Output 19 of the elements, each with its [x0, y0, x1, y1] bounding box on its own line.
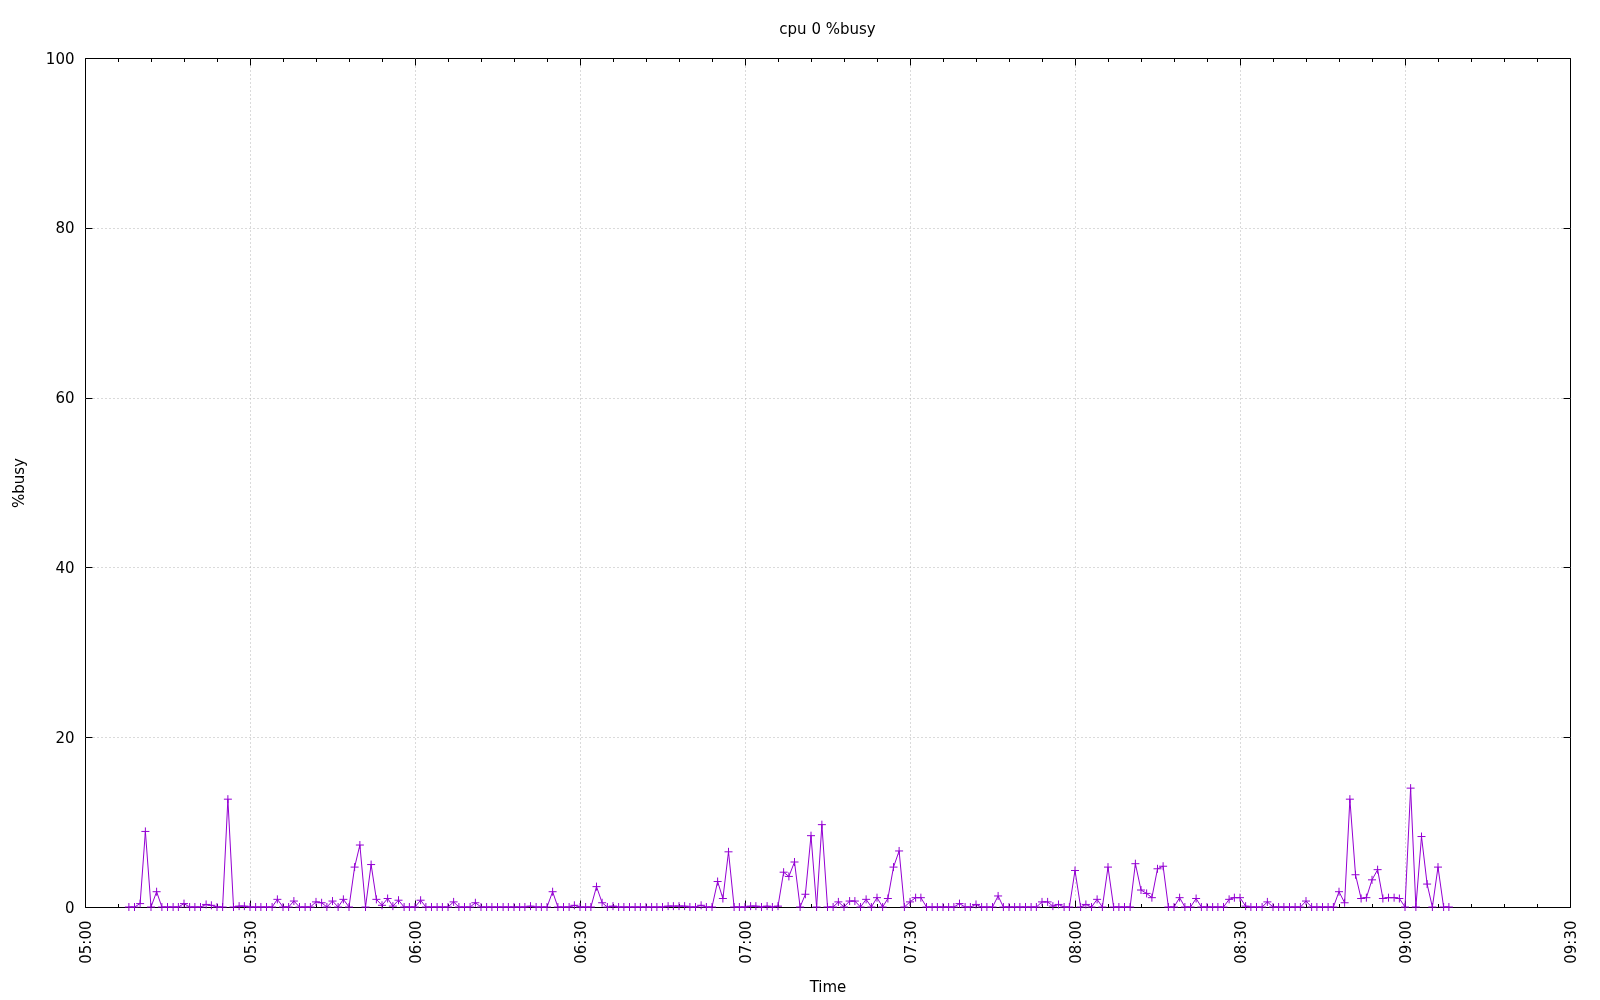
x-tick-label: 06:30: [571, 920, 590, 964]
y-tick-label: 0: [64, 898, 75, 917]
x-tick-label: 09:00: [1396, 920, 1415, 964]
y-tick-label: 20: [55, 728, 75, 747]
y-tick-label: 60: [55, 389, 75, 408]
y-axis-title: %busy: [9, 457, 28, 508]
x-axis-title: Time: [808, 977, 847, 996]
x-tick-label: 05:00: [76, 920, 95, 964]
chart-title: cpu 0 %busy: [779, 20, 876, 38]
x-tick-label: 06:00: [406, 920, 425, 964]
x-tick-label: 09:30: [1561, 920, 1580, 964]
y-tick-label: 80: [55, 219, 75, 238]
y-tick-label: 100: [45, 49, 75, 68]
x-tick-label: 08:00: [1066, 920, 1085, 964]
y-tick-label: 40: [55, 558, 75, 577]
x-tick-label: 08:30: [1231, 920, 1250, 964]
x-tick-label: 05:30: [241, 920, 260, 964]
x-tick-label: 07:00: [736, 920, 755, 964]
x-tick-label: 07:30: [901, 920, 920, 964]
